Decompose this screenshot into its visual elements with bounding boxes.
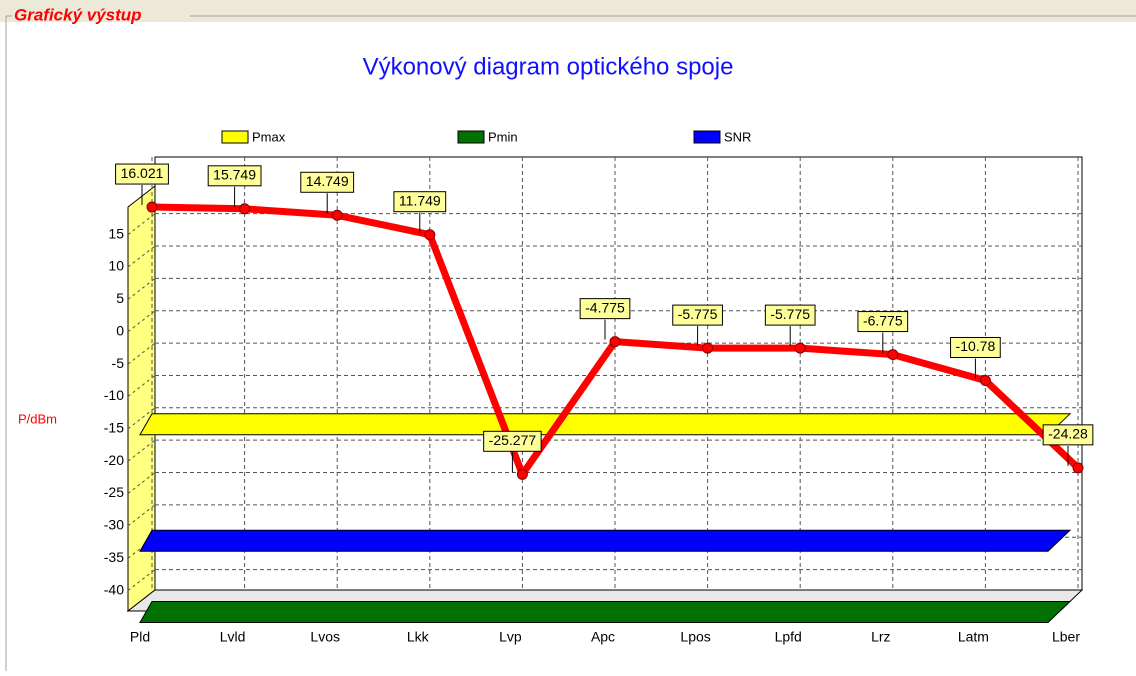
data-label: -6.775	[863, 312, 903, 328]
data-label-box	[672, 304, 723, 326]
y-tick-label: -40	[104, 581, 124, 597]
x-tick-label: Lrz	[871, 629, 890, 645]
data-label-box	[483, 430, 542, 452]
data-label-box	[764, 304, 816, 326]
data-label-box	[857, 311, 909, 333]
x-tick-label: Apc	[591, 629, 615, 645]
data-label: -24.28	[1048, 426, 1088, 442]
y-tick-label: -15	[104, 420, 124, 436]
y-tick-label: -25	[104, 484, 124, 500]
panel-title: Grafický výstup	[14, 5, 142, 24]
data-point	[1072, 462, 1084, 474]
x-tick-label: Lvld	[220, 629, 246, 645]
y-tick-label: 15	[108, 225, 124, 241]
data-label-box	[1042, 424, 1094, 446]
data-label-box	[300, 171, 355, 193]
data-point	[887, 349, 899, 361]
reference-line	[139, 600, 1072, 623]
legend-swatch	[693, 130, 721, 144]
x-tick-label: Lkk	[407, 629, 430, 645]
y-tick-label: -20	[104, 452, 124, 468]
reference-line	[139, 413, 1072, 436]
y-tick-label: 5	[116, 290, 124, 306]
data-point	[702, 342, 714, 354]
x-tick-label: Lvos	[310, 629, 340, 645]
legend-label: SNR	[724, 129, 751, 144]
data-point	[979, 374, 991, 386]
data-point	[516, 468, 528, 480]
legend-swatch	[457, 130, 485, 144]
data-point	[794, 342, 806, 354]
panel-header	[0, 0, 1136, 22]
x-tick-label: Pld	[130, 629, 150, 645]
x-tick-label: Lber	[1052, 629, 1080, 645]
data-label: -10.78	[956, 338, 996, 354]
data-label: 14.749	[306, 173, 349, 189]
legend-label: Pmin	[488, 129, 518, 144]
data-label-box	[115, 163, 169, 185]
x-tick-label: Lpos	[680, 629, 710, 645]
data-label-box	[393, 191, 447, 213]
y-tick-label: 10	[108, 258, 124, 274]
y-tick-label: -10	[104, 387, 124, 403]
data-label: -25.277	[489, 432, 537, 448]
data-label-box	[579, 298, 631, 320]
x-tick-label: Lvp	[499, 629, 522, 645]
back-wall	[154, 156, 1083, 591]
data-point	[146, 201, 158, 213]
chart-title: Výkonový diagram optického spoje	[363, 53, 734, 80]
x-tick-label: Latm	[958, 629, 989, 645]
data-label: -5.775	[770, 306, 810, 322]
data-point	[609, 336, 621, 348]
x-tick-label: Lpfd	[775, 629, 802, 645]
data-label-box	[207, 165, 262, 187]
data-label: 16.021	[121, 165, 164, 181]
y-tick-label: -30	[104, 517, 124, 533]
data-label-box	[950, 336, 1001, 358]
data-label: 11.749	[399, 192, 441, 208]
legend-label: Pmax	[252, 129, 286, 144]
data-label: 15.749	[213, 167, 256, 183]
legend-swatch	[221, 130, 249, 144]
reference-line	[139, 529, 1072, 552]
data-label: -4.775	[585, 299, 625, 315]
data-point	[424, 229, 436, 241]
y-axis-label: P/dBm	[18, 411, 57, 426]
data-point	[239, 203, 251, 215]
y-tick-label: -35	[104, 549, 124, 565]
y-tick-label: 0	[116, 322, 124, 338]
data-point	[331, 209, 343, 221]
data-label: -5.775	[678, 306, 718, 322]
y-tick-label: -5	[112, 355, 125, 371]
